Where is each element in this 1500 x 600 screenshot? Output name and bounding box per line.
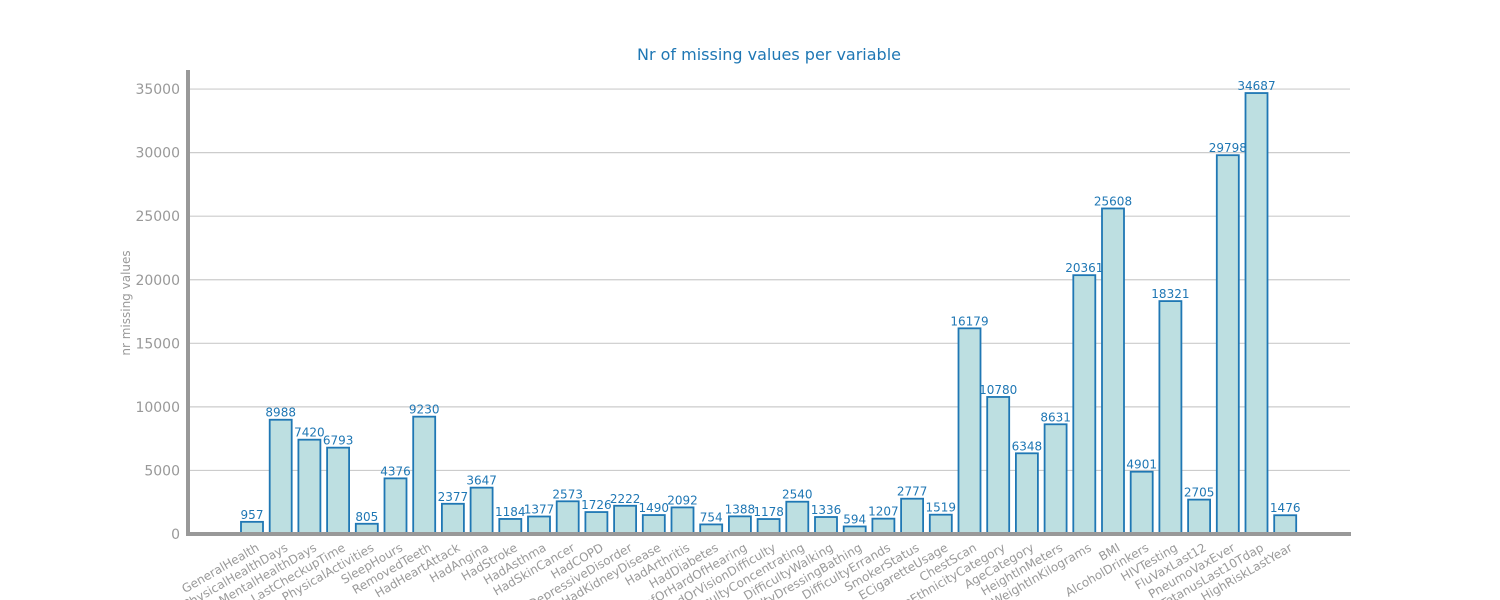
grid-layer [188,88,1350,472]
bar-PneumoVaxEver [1215,154,1240,535]
bar-SmokerStatus [900,497,924,535]
y-tick-label: 0 [171,527,180,543]
x-ticks-layer: GeneralHealthPhysicalHealthDaysMentalHea… [179,540,1294,600]
data-label: 4901 [1126,458,1157,472]
data-label: 1726 [581,498,612,512]
bar-HeightInMeters [1043,423,1068,535]
bar-HighRiskLastYear [1273,514,1298,535]
bar-HadAngina [469,486,494,535]
bar-DifficultyConcentrating [785,500,810,535]
data-label: 10780 [979,383,1017,397]
data-label: 2705 [1184,486,1215,500]
y-tick-label: 25000 [135,209,180,225]
y-ticks-layer: 0 5000 10000 15000 20000 25000 30000 35000 [135,82,180,543]
data-label: 957 [241,508,264,522]
y-tick-label: 20000 [135,273,180,289]
data-label: 1184 [495,505,526,519]
bar-HadSkinCancer [555,500,580,535]
data-label: 1519 [926,501,957,515]
bar-WeightInKilograms [1072,274,1097,535]
bar-RemovedTeeth [412,415,437,535]
bar-HadArthritis [670,506,695,535]
bar-TetanusLast10Tdap [1244,92,1269,535]
data-label: 9230 [409,403,440,417]
bar-ECigaretteUsage [928,513,953,535]
bar-DeafOrHardOfHearing [728,515,752,535]
data-label: 1178 [753,505,784,519]
bar-PhysicalHealthDays [268,418,293,535]
data-label: 2573 [552,487,583,501]
data-label: 805 [355,510,378,524]
data-label: 4376 [380,464,411,478]
data-label: 1207 [868,505,899,519]
data-label: 1388 [725,502,756,516]
data-label: 6348 [1012,439,1043,453]
bar-BMI [1101,207,1125,535]
bar-SleepHours [383,477,408,535]
data-label: 1336 [811,503,842,517]
data-label: 3647 [466,474,497,488]
bar-LastCheckupTime [326,446,351,535]
data-label: 16179 [950,314,988,328]
data-label: 1377 [524,502,555,516]
y-tick-label: 35000 [135,82,180,98]
y-tick-label: 30000 [135,146,180,162]
data-label: 29798 [1209,141,1247,155]
data-label: 2777 [897,485,928,499]
bar-HadKidneyDisease [641,514,666,535]
data-label: 7420 [294,426,325,440]
bar-HIVTesting [1158,300,1183,535]
y-tick-label: 10000 [135,400,180,416]
bar-FluVaxLast12 [1187,498,1211,535]
y-tick-label: 5000 [144,463,180,479]
bar-BlindOrVisionDifficulty [756,518,781,535]
data-label: 2092 [667,493,698,507]
data-label: 2377 [438,490,469,504]
bars-layer [240,92,1298,535]
data-label: 8631 [1040,410,1071,424]
bar-MentalHealthDays [297,438,322,535]
data-label: 34687 [1237,79,1275,93]
data-label: 754 [700,510,723,524]
data-labels-layer: 9578988742067938054376923023773647118413… [241,79,1301,526]
bar-DifficultyWalking [814,516,838,535]
bar-HadAsthma [527,515,551,535]
bar-RaceEthnicityCategory [986,396,1011,535]
data-label: 2540 [782,488,813,502]
bar-HadCOPD [584,511,609,535]
chart-title: Nr of missing values per variable [637,45,901,64]
bar-HadHeartAttack [440,502,465,535]
bar-HadStroke [498,518,523,535]
data-label: 1490 [639,501,670,515]
bar-HadDepressiveDisorder [613,504,637,535]
y-axis-label: nr missing values [119,250,133,355]
bar-DifficultyErrands [871,517,896,535]
data-label: 2222 [610,492,641,506]
data-label: 594 [843,512,866,526]
bar-AgeCategory [1015,452,1039,535]
bar-ChestScan [957,327,982,535]
data-label: 20361 [1065,261,1103,275]
bar-AlcoholDrinkers [1129,470,1154,535]
y-tick-label: 15000 [135,336,180,352]
data-label: 6793 [323,434,354,448]
data-label: 8988 [265,406,296,420]
data-label: 25608 [1094,194,1132,208]
data-label: 1476 [1270,501,1301,515]
data-label: 18321 [1151,287,1189,301]
